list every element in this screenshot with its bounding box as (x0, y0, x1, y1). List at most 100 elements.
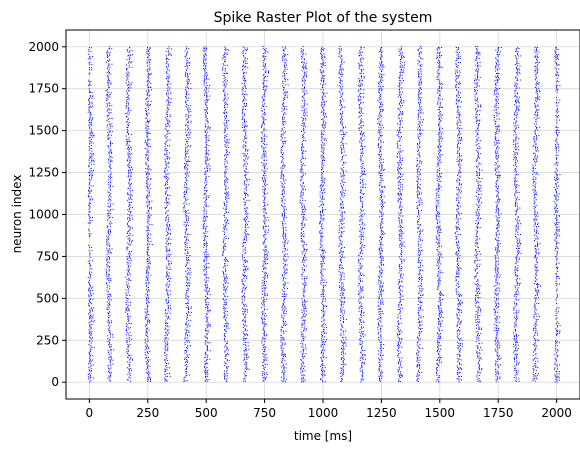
spike-point (300, 202, 301, 203)
spike-point (302, 227, 303, 228)
spike-point (283, 53, 284, 54)
spike-point (186, 176, 187, 177)
spike-point (205, 54, 206, 55)
spike-point (301, 52, 302, 53)
spike-point (285, 284, 286, 285)
spike-point (225, 196, 226, 197)
spike-point (147, 226, 148, 227)
spike-point (127, 194, 128, 195)
spike-point (265, 379, 266, 380)
spike-point (130, 214, 131, 215)
spike-point (263, 87, 264, 88)
spike-point (127, 274, 128, 275)
spike-point (149, 302, 150, 303)
spike-point (187, 380, 188, 381)
spike-point (321, 280, 322, 281)
spike-point (110, 141, 111, 142)
spike-point (129, 156, 130, 157)
spike-point (171, 239, 172, 240)
spike-point (321, 225, 322, 226)
spike-point (109, 379, 110, 380)
spike-point (243, 270, 244, 271)
spike-point (207, 333, 208, 334)
spike-point (324, 332, 325, 333)
spike-point (112, 337, 113, 338)
spike-point (263, 53, 264, 54)
spike-point (109, 294, 110, 295)
spike-point (167, 303, 168, 304)
spike-point (322, 176, 323, 177)
spike-point (304, 208, 305, 209)
spike-point (111, 48, 112, 49)
spike-point (185, 324, 186, 325)
spike-point (106, 269, 107, 270)
spike-point (168, 227, 169, 228)
spike-point (204, 269, 205, 270)
spike-point (287, 288, 288, 289)
spike-point (321, 167, 322, 168)
spike-point (304, 244, 305, 245)
spike-point (109, 72, 110, 73)
spike-point (225, 243, 226, 244)
spike-point (225, 71, 226, 72)
spike-point (266, 52, 267, 53)
spike-point (187, 354, 188, 355)
spike-point (268, 230, 269, 231)
spike-point (229, 152, 230, 153)
spike-point (187, 79, 188, 80)
spike-point (206, 134, 207, 135)
spike-point (245, 325, 246, 326)
spike-point (303, 216, 304, 217)
spike-point (206, 120, 207, 121)
spike-point (284, 315, 285, 316)
spike-point (322, 134, 323, 135)
spike-point (168, 97, 169, 98)
spike-point (281, 380, 282, 381)
spike-point (266, 372, 267, 373)
spike-point (322, 97, 323, 98)
spike-point (128, 350, 129, 351)
spike-point (304, 255, 305, 256)
spike-point (127, 332, 128, 333)
spike-point (190, 234, 191, 235)
spike-point (131, 339, 132, 340)
spike-point (109, 266, 110, 267)
spike-point (92, 106, 93, 107)
spike-point (126, 309, 127, 310)
spike-point (107, 338, 108, 339)
spike-point (108, 265, 109, 266)
spike-point (224, 123, 225, 124)
spike-point (205, 368, 206, 369)
spike-point (225, 130, 226, 131)
spike-point (224, 365, 225, 366)
spike-point (185, 298, 186, 299)
spike-point (185, 249, 186, 250)
spike-point (185, 87, 186, 88)
spike-point (90, 265, 91, 266)
spike-point (205, 336, 206, 337)
spike-point (206, 152, 207, 153)
spike-point (129, 52, 130, 53)
spike-point (187, 270, 188, 271)
spike-point (108, 184, 109, 185)
spike-point (225, 219, 226, 220)
spike-point (91, 339, 92, 340)
spike-point (107, 68, 108, 69)
spike-point (320, 197, 321, 198)
spike-point (149, 173, 150, 174)
spike-point (267, 275, 268, 276)
spike-point (301, 186, 302, 187)
spike-point (165, 312, 166, 313)
spike-point (323, 311, 324, 312)
spike-point (282, 187, 283, 188)
spike-point (226, 350, 227, 351)
spike-point (88, 245, 89, 246)
spike-point (263, 65, 264, 66)
spike-point (224, 107, 225, 108)
spike-point (246, 161, 247, 162)
spike-point (244, 180, 245, 181)
spike-point (109, 377, 110, 378)
spike-point (148, 107, 149, 108)
spike-point (91, 196, 92, 197)
spike-point (206, 102, 207, 103)
